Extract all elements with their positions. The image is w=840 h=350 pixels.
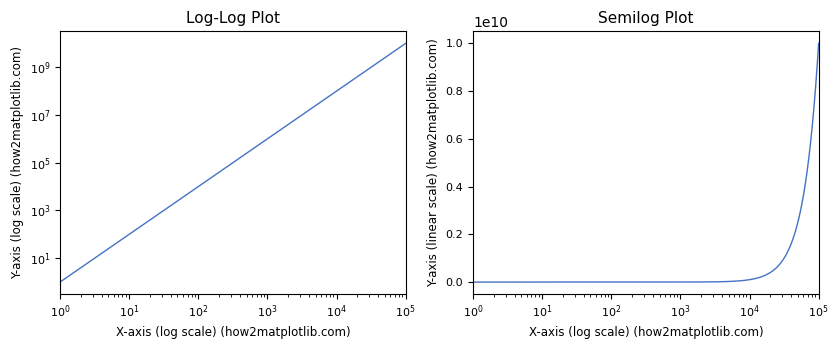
X-axis label: X-axis (log scale) (how2matplotlib.com): X-axis (log scale) (how2matplotlib.com) [116,326,350,339]
Y-axis label: Y-axis (log scale) (how2matplotlib.com): Y-axis (log scale) (how2matplotlib.com) [11,46,24,279]
X-axis label: X-axis (log scale) (how2matplotlib.com): X-axis (log scale) (how2matplotlib.com) [528,326,764,339]
Title: Log-Log Plot: Log-Log Plot [186,11,280,26]
Y-axis label: Y-axis (linear scale) (how2matplotlib.com): Y-axis (linear scale) (how2matplotlib.co… [427,38,440,287]
Title: Semilog Plot: Semilog Plot [598,11,694,26]
